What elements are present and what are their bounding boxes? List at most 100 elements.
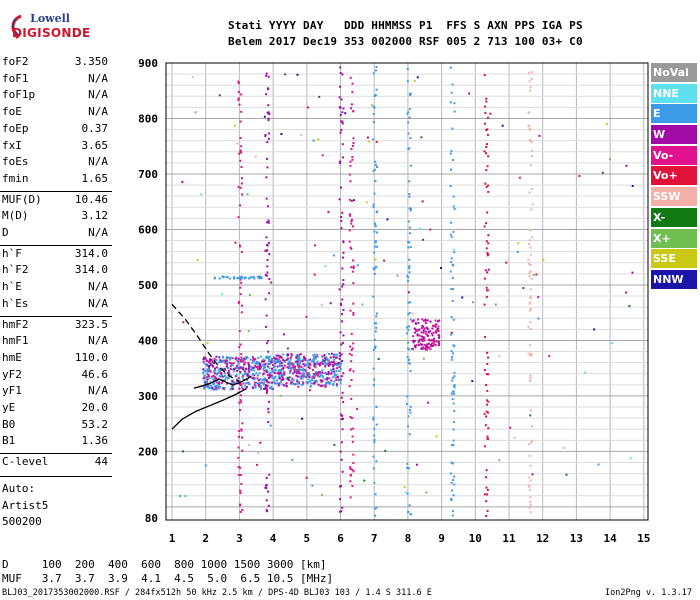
echo-point — [348, 385, 351, 388]
echo-point — [236, 142, 239, 145]
echo-point — [277, 360, 280, 363]
echo-point — [281, 383, 284, 386]
echo-point — [239, 409, 242, 412]
echo-point — [204, 357, 207, 360]
echo-point — [339, 66, 342, 69]
echo-point — [430, 343, 433, 346]
echo-point — [268, 374, 271, 377]
echo-point — [528, 354, 531, 357]
echo-point — [483, 493, 486, 496]
echo-point — [257, 451, 260, 454]
echo-point — [204, 370, 207, 373]
echo-point — [328, 361, 331, 364]
echo-point — [230, 386, 233, 389]
echo-point — [204, 375, 207, 378]
param-label: h`F2 — [2, 263, 29, 277]
echo-point — [270, 367, 273, 370]
echo-point — [421, 339, 424, 342]
echo-point — [375, 322, 378, 325]
echo-point — [279, 371, 282, 374]
echo-point — [333, 380, 336, 383]
echo-point — [328, 377, 331, 380]
echo-point — [269, 424, 272, 427]
echo-point — [265, 391, 268, 394]
echo-point — [348, 240, 351, 243]
echo-point — [342, 107, 345, 110]
echo-point — [283, 360, 286, 363]
echo-point — [260, 388, 263, 391]
param-label: D — [2, 226, 9, 239]
echo-point — [434, 325, 437, 328]
echo-point — [486, 254, 489, 257]
echo-point — [341, 211, 344, 214]
echo-point — [301, 376, 304, 379]
artist-line3: 500200 — [2, 515, 42, 529]
echo-point — [205, 369, 208, 372]
echo-point — [485, 169, 488, 172]
echo-point — [268, 359, 271, 362]
echo-point — [252, 373, 255, 376]
echo-point — [406, 80, 409, 83]
echo-point — [250, 366, 253, 369]
echo-point — [267, 381, 270, 384]
echo-point — [342, 156, 345, 159]
echo-point — [233, 381, 236, 384]
echo-point — [423, 339, 426, 342]
echo-point — [215, 372, 218, 375]
echo-point — [431, 327, 434, 330]
echo-point — [273, 372, 276, 375]
echo-point — [288, 371, 291, 374]
echo-point — [225, 365, 228, 368]
echo-point — [422, 337, 425, 340]
echo-point — [296, 354, 299, 357]
param-value: 314.0 — [74, 246, 108, 260]
echo-point — [407, 328, 410, 331]
echo-point — [341, 122, 344, 125]
echo-point — [349, 480, 352, 483]
echo-point — [273, 366, 276, 369]
echo-point — [216, 366, 219, 369]
echo-point — [422, 238, 425, 241]
echo-point — [450, 91, 453, 94]
echo-point — [451, 127, 454, 130]
echo-point — [218, 382, 221, 385]
echo-point — [331, 376, 334, 379]
echo-point — [225, 361, 228, 364]
echo-point — [225, 359, 228, 362]
echo-point — [422, 331, 425, 334]
echo-point — [373, 168, 376, 171]
echo-point — [322, 355, 325, 358]
echo-point — [270, 374, 273, 377]
echo-point — [332, 360, 335, 363]
echo-point — [407, 511, 410, 514]
echo-point — [486, 165, 489, 168]
distance-row: D 100 200 400 600 800 1000 1500 3000 [km… — [2, 558, 327, 571]
echo-point — [265, 379, 268, 382]
echo-point — [254, 362, 257, 365]
echo-point — [300, 377, 303, 380]
echo-point — [449, 472, 452, 475]
legend-item-x-: X+ — [651, 228, 697, 248]
echo-point — [342, 241, 345, 244]
echo-point — [240, 145, 243, 148]
echo-point — [241, 436, 244, 439]
echo-point — [412, 319, 415, 322]
echo-point — [429, 228, 432, 231]
echo-point — [214, 376, 217, 379]
echo-point — [313, 380, 316, 383]
echo-point — [295, 355, 298, 358]
echo-point — [268, 371, 271, 374]
echo-point — [417, 321, 420, 324]
echo-point — [409, 411, 412, 414]
echo-point — [451, 276, 454, 279]
echo-point — [212, 361, 215, 364]
echo-point — [239, 394, 242, 397]
echo-point — [240, 311, 243, 314]
x-tick-label: 6 — [337, 532, 344, 545]
echo-point — [601, 171, 604, 174]
echo-point — [386, 218, 389, 221]
echo-point — [528, 454, 531, 457]
echo-point — [428, 338, 431, 341]
echo-point — [424, 322, 427, 325]
echo-point — [296, 360, 299, 363]
